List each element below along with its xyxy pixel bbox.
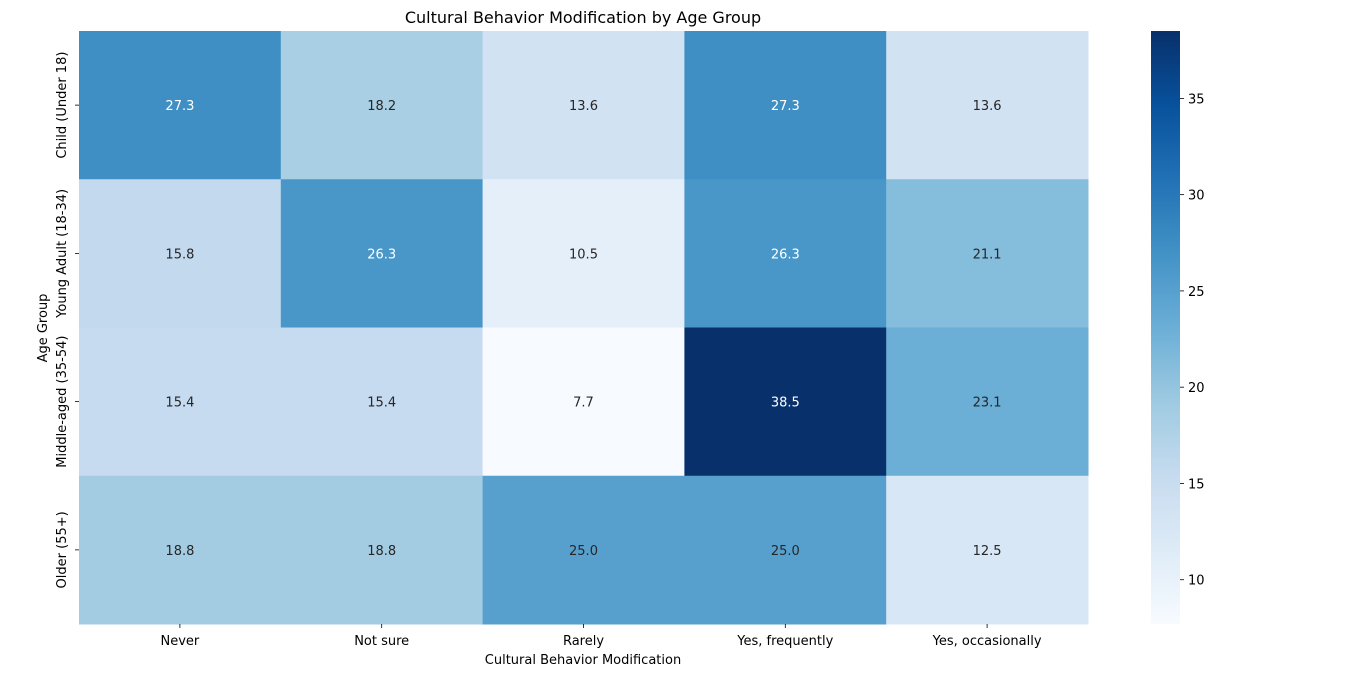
y-tick-label: Child (Under 18) bbox=[55, 52, 70, 159]
colorbar-tick-label: 30 bbox=[1188, 189, 1205, 204]
y-axis-label: Age Group bbox=[36, 294, 51, 363]
x-axis-label: Cultural Behavior Modification bbox=[485, 653, 681, 668]
colorbar-tick-label: 20 bbox=[1188, 381, 1205, 396]
cell-value-label: 13.6 bbox=[973, 99, 1002, 114]
heatmap-cell bbox=[79, 31, 282, 180]
cell-value-label: 18.8 bbox=[367, 544, 396, 559]
y-tick-label: Older (55+) bbox=[55, 511, 70, 588]
cell-value-label: 25.0 bbox=[569, 544, 598, 559]
chart-title: Cultural Behavior Modification by Age Gr… bbox=[405, 8, 761, 27]
x-tick-label: Never bbox=[161, 634, 200, 649]
x-tick-label: Yes, occasionally bbox=[932, 634, 1042, 649]
cell-value-label: 21.1 bbox=[973, 247, 1002, 262]
heatmap-cell bbox=[280, 31, 484, 180]
heatmap-cell bbox=[280, 179, 484, 328]
heatmap-cell bbox=[684, 475, 887, 625]
colorbar-tick-label: 35 bbox=[1188, 92, 1205, 107]
heatmap-cell bbox=[886, 327, 1089, 477]
cell-value-label: 38.5 bbox=[771, 396, 800, 411]
heatmap-cell bbox=[482, 475, 685, 625]
cell-value-label: 15.8 bbox=[165, 247, 194, 262]
cell-value-label: 27.3 bbox=[165, 99, 194, 114]
cell-value-label: 18.2 bbox=[367, 99, 396, 114]
colorbar bbox=[1151, 31, 1180, 624]
x-axis-ticks: Never Not sure Rarely Yes, frequently Yes, o… bbox=[161, 624, 1042, 649]
cell-value-label: 7.7 bbox=[573, 396, 594, 411]
x-tick-label: Yes, frequently bbox=[736, 634, 833, 649]
cell-value-label: 15.4 bbox=[367, 396, 396, 411]
cell-value-label: 23.1 bbox=[973, 396, 1002, 411]
cell-value-label: 13.6 bbox=[569, 99, 598, 114]
y-tick-label: Middle-aged (35-54) bbox=[55, 336, 70, 468]
cell-value-label: 27.3 bbox=[771, 99, 800, 114]
colorbar-ticks: 10 15 20 25 30 35 bbox=[1180, 92, 1205, 589]
heatmap-cell bbox=[684, 179, 887, 328]
colorbar-tick-label: 10 bbox=[1188, 574, 1205, 589]
cell-value-label: 15.4 bbox=[165, 396, 194, 411]
heatmap-cell bbox=[79, 475, 282, 625]
heatmap-cell bbox=[684, 31, 887, 180]
heatmap-cell bbox=[482, 179, 685, 328]
cell-value-label: 18.8 bbox=[165, 544, 194, 559]
y-tick-label: Young Adult (18-34) bbox=[55, 189, 70, 319]
colorbar-tick-label: 15 bbox=[1188, 477, 1205, 492]
heatmap-cell bbox=[482, 327, 685, 477]
x-tick-label: Rarely bbox=[563, 634, 604, 649]
heatmap-cell bbox=[79, 179, 282, 328]
heatmap-cell bbox=[280, 327, 484, 477]
x-tick-label: Not sure bbox=[354, 634, 409, 649]
heatmap-cell bbox=[684, 327, 887, 477]
cell-value-label: 12.5 bbox=[973, 544, 1002, 559]
y-axis-ticks: Child (Under 18) Young Adult (18-34) Middl… bbox=[55, 52, 79, 588]
cell-value-label: 25.0 bbox=[771, 544, 800, 559]
colorbar-tick-label: 25 bbox=[1188, 285, 1205, 300]
heatmap-cell bbox=[886, 179, 1089, 328]
heatmap-cell bbox=[79, 327, 282, 477]
heatmap-cells: 27.3 18.2 13.6 27.3 13.6 15.8 26.3 10.5 26.3 21.1… bbox=[79, 31, 1089, 625]
cell-value-label: 26.3 bbox=[771, 247, 800, 262]
heatmap-cell bbox=[886, 475, 1089, 625]
cell-value-label: 26.3 bbox=[367, 247, 396, 262]
heatmap-cell bbox=[280, 475, 484, 625]
heatmap-cell bbox=[482, 31, 685, 180]
cell-value-label: 10.5 bbox=[569, 247, 598, 262]
heatmap-cell bbox=[886, 31, 1089, 180]
